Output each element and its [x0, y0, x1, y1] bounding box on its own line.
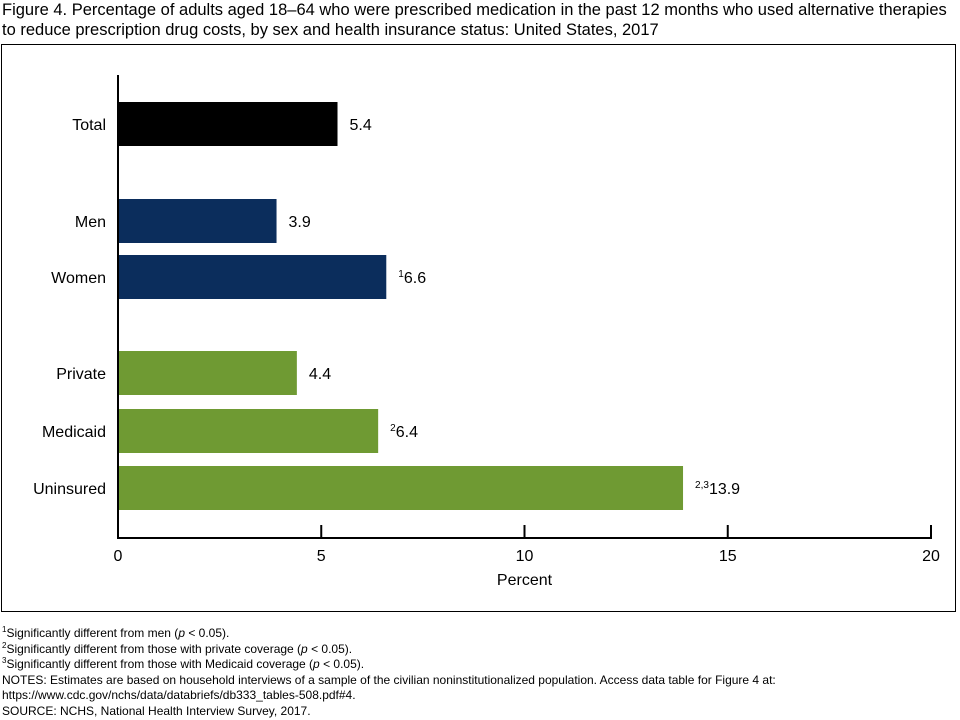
bar: [118, 199, 277, 243]
category-label: Medicaid: [42, 424, 106, 441]
data-label-value: 6.6: [404, 270, 426, 287]
bar: [118, 102, 338, 146]
footnote-1: 1Significantly different from men (p < 0…: [2, 625, 230, 641]
footnote-2: 2Significantly different from those with…: [2, 640, 353, 656]
data-label-value: 13.9: [709, 481, 740, 498]
bar: [118, 351, 297, 395]
category-label: Private: [56, 366, 106, 383]
category-label: Women: [51, 270, 106, 287]
data-label-superscript: 2: [390, 423, 396, 434]
bar: [118, 409, 379, 453]
data-table-link[interactable]: https://www.cdc.gov/nchs/data/databriefs…: [2, 688, 356, 703]
bar: [118, 466, 684, 510]
data-label: 3.9: [289, 214, 311, 231]
figure-title: Figure 4. Percentage of adults aged 18–6…: [2, 1, 947, 39]
notes-text: NOTES: Estimates are based on household …: [2, 672, 776, 687]
data-label-superscript: 1: [398, 269, 404, 280]
x-tick-label: 5: [317, 548, 326, 565]
data-label: 16.6: [398, 269, 426, 287]
data-label-value: 6.4: [396, 424, 418, 441]
data-label: 5.4: [350, 117, 372, 134]
data-label: 26.4: [390, 423, 418, 441]
x-tick-label: 20: [922, 548, 940, 565]
category-label: Total: [72, 117, 106, 134]
source-text: SOURCE: NCHS, National Health Interview …: [2, 703, 311, 718]
category-label: Men: [75, 214, 106, 231]
bar: [118, 255, 387, 299]
category-label: Uninsured: [33, 481, 106, 498]
x-tick-label: 15: [719, 548, 737, 565]
footnote-3: 3Significantly different from those with…: [2, 656, 365, 672]
data-label-superscript: 2,3: [695, 480, 709, 491]
x-tick-label: 0: [114, 548, 123, 565]
x-tick-label: 10: [516, 548, 534, 565]
data-label: 4.4: [309, 366, 331, 383]
x-axis-title: Percent: [497, 572, 553, 589]
footnotes: 1Significantly different from men (p < 0…: [2, 626, 958, 720]
data-label: 2,313.9: [695, 480, 740, 498]
chart-frame: Total 5.4 Men 3.9 Women 16.6 Private 4.4 Medicai…: [1, 44, 956, 612]
bar-chart: Total 5.4 Men 3.9 Women 16.6 Private 4.4 Medicai…: [33, 75, 940, 589]
